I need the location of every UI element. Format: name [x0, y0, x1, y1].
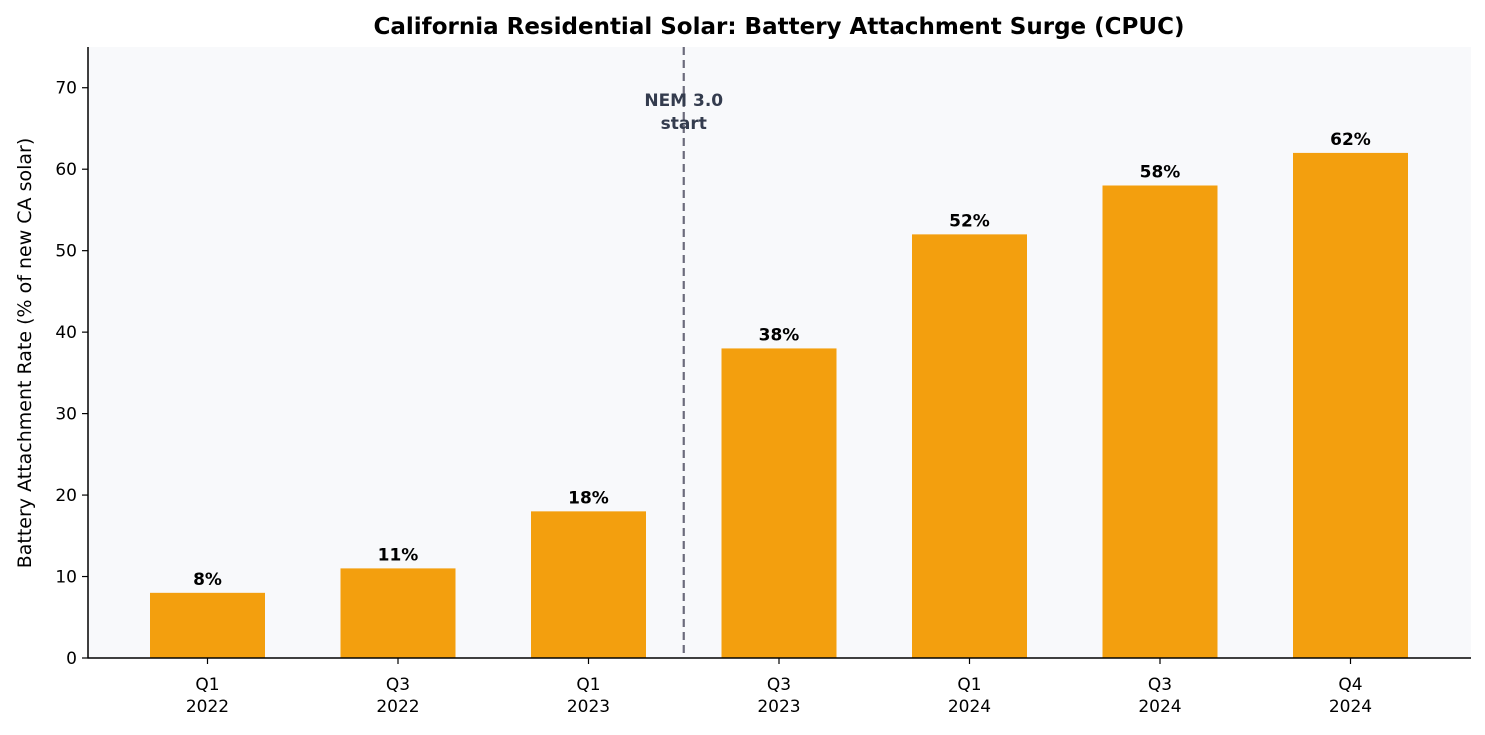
- x-tick-label: 2023: [567, 697, 610, 717]
- bar-value-label: 18%: [568, 488, 609, 508]
- x-tick-label: 2024: [948, 697, 991, 717]
- bar-value-label: 38%: [759, 325, 800, 345]
- bar: [150, 592, 265, 658]
- bar-value-label: 62%: [1330, 130, 1371, 150]
- x-tick-label: Q4: [1338, 675, 1362, 695]
- bar-value-label: 52%: [949, 211, 990, 231]
- x-tick-label: Q1: [576, 675, 600, 695]
- x-tick-label: 2024: [1138, 697, 1181, 717]
- y-tick-label: 20: [55, 486, 77, 506]
- policy-marker-label: start: [661, 114, 707, 134]
- x-tick-label: Q1: [195, 675, 219, 695]
- bar-value-label: 11%: [378, 545, 419, 565]
- bar: [721, 348, 837, 658]
- bar-value-label: 8%: [193, 570, 222, 590]
- x-tick-label: 2022: [376, 697, 419, 717]
- y-tick-label: 10: [55, 568, 77, 588]
- x-tick-label: 2022: [186, 697, 229, 717]
- bar: [1102, 185, 1218, 658]
- chart-title: California Residential Solar: Battery At…: [374, 14, 1185, 40]
- y-tick-label: 60: [55, 160, 77, 180]
- y-tick-label: 70: [55, 79, 77, 99]
- bar: [1293, 152, 1408, 658]
- bar-value-label: 58%: [1140, 162, 1181, 182]
- bar: [531, 511, 646, 658]
- x-tick-label: 2024: [1329, 697, 1372, 717]
- bar: [340, 568, 456, 658]
- y-tick-label: 30: [55, 405, 77, 425]
- y-tick-label: 40: [55, 323, 77, 343]
- bar: [912, 234, 1027, 658]
- x-tick-label: Q3: [1148, 675, 1172, 695]
- y-axis-label: Battery Attachment Rate (% of new CA sol…: [14, 138, 36, 569]
- y-tick-label: 0: [66, 649, 77, 669]
- x-tick-label: 2023: [757, 697, 800, 717]
- chart-marks: 8% 11% 18% 38% 52% 58% 62% NEM 3.0 start 0 10 20 30 4…: [55, 47, 1471, 717]
- x-tick-label: Q3: [767, 675, 791, 695]
- y-tick-label: 50: [55, 242, 77, 262]
- x-tick-label: Q1: [957, 675, 981, 695]
- policy-marker-label: NEM 3.0: [644, 91, 723, 111]
- x-tick-label: Q3: [386, 675, 410, 695]
